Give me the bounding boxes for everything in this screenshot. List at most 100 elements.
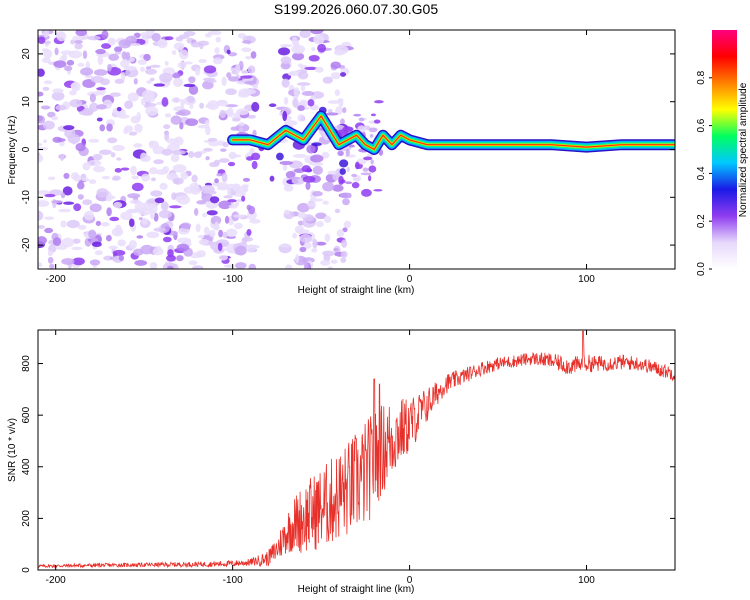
spectrogram-y-tick-label: 10 <box>21 96 32 108</box>
spectrogram-noise-blob <box>232 185 242 192</box>
spectrogram-noise-blob <box>362 167 369 172</box>
spectrogram-noise-blob <box>189 104 194 109</box>
spectrogram-noise-blob <box>134 201 146 212</box>
spectrogram-noise-blob <box>70 39 76 45</box>
spectrogram-noise-blob <box>43 216 55 220</box>
spectrogram-noise-blob <box>153 159 164 165</box>
spectrogram-noise-blob <box>297 114 305 122</box>
spectrogram-noise-blob <box>134 259 148 266</box>
spectrogram-noise-blob <box>38 262 43 268</box>
spectrogram-noise-blob <box>96 87 106 91</box>
spectrogram-noise-blob <box>241 195 246 202</box>
spectrogram-noise-blob <box>296 228 310 235</box>
spectrogram-noise-blob <box>101 43 112 49</box>
spectrogram-noise-blob <box>311 142 322 147</box>
spectrogram-noise-blob <box>38 190 50 195</box>
spectrogram-noise-blob <box>325 112 339 116</box>
spectrogram-noise-blob <box>140 97 147 106</box>
spectrogram-y-ticks: -20 -10 0 10 20 <box>21 48 675 252</box>
spectrogram-noise-blob <box>171 150 186 155</box>
spectrogram-noise-blob <box>313 34 325 45</box>
spectrogram-noise-blob <box>224 215 230 224</box>
spectrogram-noise-blob <box>214 47 220 54</box>
spectrogram-noise-blob <box>321 151 330 159</box>
snr-x-ticks: -200 -100 0 100 <box>46 330 595 586</box>
spectrogram-noise-blob <box>373 189 383 192</box>
spectrogram-noise-blob <box>305 182 311 190</box>
spectrogram-noise-blob <box>41 57 51 64</box>
spectrogram-noise-blob <box>139 31 154 37</box>
spectrogram-noise-blob <box>196 250 206 258</box>
spectrogram-noise-blob <box>116 157 122 161</box>
spectrogram-noise-blob <box>62 186 73 196</box>
spectrogram-y-label: Frequency (Hz) <box>7 116 18 185</box>
spectrogram-noise-blob <box>218 200 232 210</box>
spectrogram-noise-blob <box>161 97 169 107</box>
spectrogram-noise-blob <box>95 220 101 227</box>
spectrogram-noise-blob <box>77 224 87 230</box>
spectrogram-noise-blob <box>320 259 331 266</box>
snr-x-tick-label: -100 <box>223 575 243 586</box>
spectrogram-noise-blob <box>235 262 247 269</box>
spectrogram-noise-blob <box>38 68 45 77</box>
spectrogram-noise-blob <box>317 43 327 53</box>
spectrogram-noise-blob <box>203 226 210 236</box>
spectrogram-noise-blob <box>69 99 83 108</box>
spectrogram-noise-blob <box>363 156 373 161</box>
spectrogram-noise-blob <box>77 62 85 67</box>
spectrogram-noise-blob <box>124 125 134 133</box>
spectrogram-noise-blob <box>91 241 102 248</box>
spectrogram-noise-blob <box>114 168 122 173</box>
spectrogram-noise-blob <box>131 175 139 180</box>
snr-y-tick-label: 800 <box>21 355 32 372</box>
spectrogram-noise-blob <box>345 181 353 185</box>
spectrogram-noise-blob <box>44 193 56 198</box>
spectrogram-noise-blob <box>164 131 170 142</box>
spectrogram-noise-blob <box>77 194 84 200</box>
spectrogram-noise-blob <box>88 138 100 143</box>
spectrogram-noise-blob <box>311 248 318 253</box>
spectrogram-noise-blob <box>107 64 112 72</box>
spectrogram-noise-blob <box>228 154 242 158</box>
spectrogram-noise-blob <box>130 165 137 176</box>
spectrogram-noise-blob <box>38 142 43 147</box>
spectrogram-noise-blob <box>171 97 181 103</box>
spectrogram-noise-blob <box>241 237 248 244</box>
spectrogram-noise-blob <box>47 256 54 264</box>
spectrogram-noise-blob <box>138 217 143 221</box>
spectrogram-y-tick-label: 0 <box>21 146 32 152</box>
spectrogram-noise-blob <box>250 51 257 59</box>
spectrogram-noise-blob <box>72 238 81 244</box>
spectrogram-noise-blob <box>154 197 165 204</box>
spectrogram-noise-blob <box>297 71 309 80</box>
spectrogram-noise-blob <box>72 35 86 41</box>
spectrogram-noise-blob <box>283 96 289 105</box>
spectrogram-noise-blob <box>106 123 113 132</box>
spectrogram-noise-blob <box>75 142 86 152</box>
spectrogram-noise-blob <box>338 175 344 185</box>
spectrogram-noise-blob <box>114 224 122 235</box>
spectrogram-noise-blob <box>59 153 65 161</box>
spectrogram-x-tick-label: 100 <box>578 274 595 285</box>
spectrogram-noise-blob <box>117 114 130 119</box>
spectrogram-noise-blob <box>38 154 44 163</box>
spectrogram-noise-blob <box>238 122 245 127</box>
spectrogram-noise-blob <box>208 141 220 147</box>
spectrogram-noise-blob <box>342 198 350 206</box>
spectrogram-noise-blob <box>283 184 294 192</box>
spectrogram-noise-blob <box>339 159 349 168</box>
snr-y-ticks: 0 200 400 600 800 <box>21 355 675 573</box>
spectrogram-noise-blob <box>56 31 67 42</box>
spectrogram-noise-blob <box>92 153 103 161</box>
spectrogram-noise-blob <box>192 265 204 269</box>
spectrogram-noise-blob <box>233 222 243 230</box>
spectrogram-noise-blob <box>310 154 324 163</box>
spectrogram-noise-blob <box>116 106 122 112</box>
spectrogram-noise-blob <box>301 165 311 173</box>
colorbar-tick-label: 0.4 <box>696 166 707 180</box>
spectrogram-noise-blob <box>51 91 65 101</box>
snr-x-tick-label: 0 <box>407 575 413 586</box>
spectrogram-noise-blob <box>194 207 199 216</box>
spectrogram-noise-blob <box>188 76 196 84</box>
